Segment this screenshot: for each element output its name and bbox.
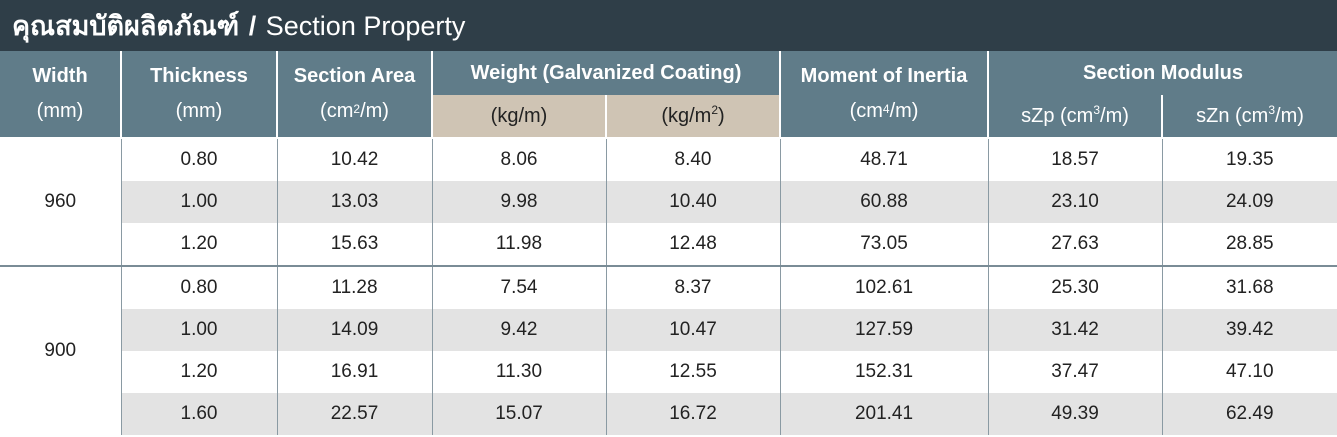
weight-kgm2-cell: 10.47 [606, 309, 781, 351]
page-title: คุณสมบัติผลิตภัณฑ์ / Section Property [0, 0, 1337, 51]
header-section-area-unit: (cm2/m) [320, 100, 389, 122]
szn-cell: 19.35 [1225, 149, 1274, 170]
szn-cell: 62.49 [1162, 393, 1337, 435]
section-area-cell: 15.63 [277, 223, 433, 267]
weight-kgm2-cell: 8.40 [606, 138, 781, 181]
moment-cell: 73.05 [780, 223, 989, 267]
szn-cell: 39.42 [1162, 309, 1337, 351]
header-moment-of-inertia: Moment of Inertia (cm4/m) [780, 51, 990, 139]
table-row: 1.00 13.03 9.98 10.40 60.88 23.10 24.09 [0, 181, 1337, 223]
szn-cell: 47.10 [1225, 361, 1274, 382]
szn-cell: 31.68 [1225, 277, 1274, 298]
weight-kgm-cell: 8.06 [432, 138, 607, 181]
section-area-cell: 11.28 [277, 266, 433, 309]
title-english: Section Property [265, 11, 466, 41]
szp-cell: 25.30 [988, 266, 1163, 309]
header-width-unit: (mm) [36, 100, 84, 122]
moment-cell: 127.59 [780, 309, 989, 351]
table-row: 1.00 14.09 9.42 10.47 127.59 31.42 39.42 [0, 309, 1337, 351]
header-weight-kg-m: (kg/m) [432, 95, 607, 139]
szp-cell: 27.63 [988, 223, 1163, 267]
szp-cell: 18.57 [988, 138, 1163, 181]
moment-cell: 48.71 [780, 138, 989, 181]
table-body: 960 0.80 10.42 8.06 8.40 48.71 18.57 19.35 1.00 1… [0, 138, 1337, 435]
thickness-cell: 1.00 [121, 309, 278, 351]
header-weight: Weight (Galvanized Coating) [432, 51, 782, 95]
header-weight-kg-m2: (kg/m2) [606, 95, 782, 139]
moment-cell: 152.31 [780, 351, 989, 393]
title-separator: / [248, 11, 257, 41]
weight-kgm-cell: 15.07 [432, 393, 607, 435]
weight-kgm2-cell: 12.48 [606, 223, 781, 267]
weight-kgm-cell: 7.54 [432, 266, 607, 309]
weight-kgm-cell: 11.98 [432, 223, 607, 267]
moment-cell: 102.61 [780, 266, 989, 309]
section-property-table: Width (mm) Thickness (mm) Section Area (… [0, 51, 1337, 435]
header-section-area-label: Section Area [293, 65, 416, 87]
thickness-cell: 1.60 [121, 393, 278, 435]
moment-cell: 201.41 [780, 393, 989, 435]
weight-kgm-cell: 11.30 [432, 351, 607, 393]
weight-kgm2-cell: 8.37 [606, 266, 781, 309]
header-modulus-szn: sZn (cm3/m) [1162, 95, 1337, 139]
section-area-cell: 22.57 [277, 393, 433, 435]
header-section-modulus: Section Modulus [988, 51, 1337, 95]
thickness-cell: 1.00 [121, 181, 278, 223]
weight-kgm-cell: 9.98 [432, 181, 607, 223]
header-moment-unit: (cm4/m) [849, 100, 919, 122]
title-thai: คุณสมบัติผลิตภัณฑ์ [12, 11, 240, 42]
section-area-cell: 14.09 [277, 309, 433, 351]
table-row: 1.20 15.63 11.98 12.48 73.05 27.63 28.85 [0, 223, 1337, 267]
szn-cell: 28.85 [1162, 223, 1337, 267]
weight-kgm-cell: 9.42 [432, 309, 607, 351]
moment-cell: 60.88 [780, 181, 989, 223]
szp-cell: 49.39 [988, 393, 1163, 435]
weight-kgm2-cell: 10.40 [606, 181, 781, 223]
weight-kgm2-cell: 12.55 [606, 351, 781, 393]
section-area-cell: 10.42 [277, 138, 433, 181]
width-cell: 900 [0, 266, 122, 435]
szp-cell: 37.47 [988, 351, 1163, 393]
thickness-cell: 1.20 [121, 223, 278, 267]
szp-cell: 31.42 [988, 309, 1163, 351]
thickness-cell: 0.80 [121, 266, 278, 309]
thickness-cell: 1.20 [121, 351, 278, 393]
thickness-cell: 0.80 [121, 138, 278, 181]
table-row: 900 0.80 11.28 7.54 8.37 102.61 25.30 31.68 [0, 266, 1337, 435]
table-row: 1.20 16.91 11.30 12.55 152.31 37.47 47.10 [0, 351, 1337, 393]
table-row: 1.60 22.57 15.07 16.72 201.41 49.39 62.49 [0, 393, 1337, 435]
szp-cell: 23.10 [988, 181, 1163, 223]
header-width-label: Width [32, 65, 88, 87]
header-section-area: Section Area (cm2/m) [277, 51, 433, 139]
header-thickness-label: Thickness [150, 65, 248, 87]
header-thickness-unit: (mm) [175, 100, 223, 122]
szn-cell: 24.09 [1162, 181, 1337, 223]
header-modulus-szp: sZp (cm3/m) [988, 95, 1164, 139]
width-cell: 960 [0, 138, 122, 267]
section-area-cell: 13.03 [277, 181, 433, 223]
table-row: 960 0.80 10.42 8.06 8.40 48.71 18.57 19.35 [0, 138, 1337, 267]
header-width: Width (mm) [0, 51, 122, 139]
header-moment-label: Moment of Inertia [800, 65, 968, 87]
weight-kgm2-cell: 16.72 [606, 393, 781, 435]
header-thickness: Thickness (mm) [121, 51, 278, 139]
section-area-cell: 16.91 [277, 351, 433, 393]
